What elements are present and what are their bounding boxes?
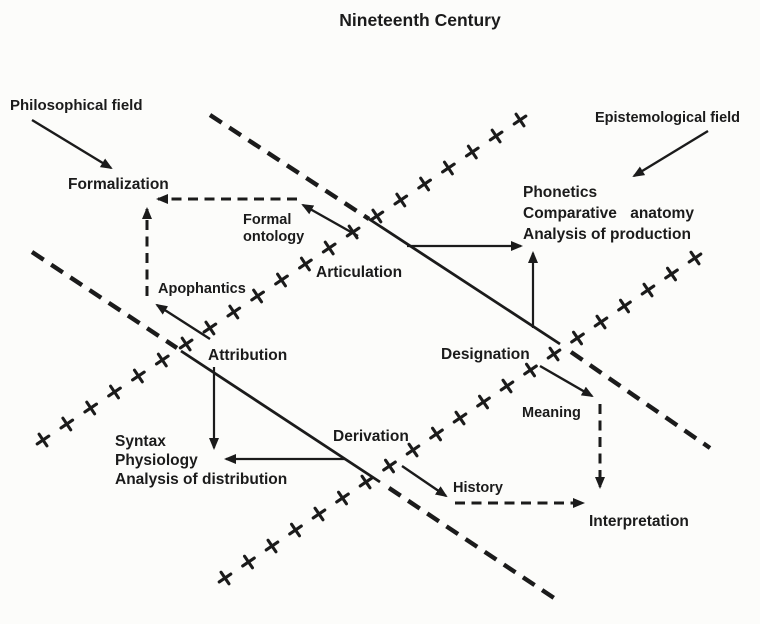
label-philosophical-sciences: Syntax Physiology Analysis of distribution [115,433,287,488]
label-epistemological-sciences: Phonetics Comparative anatomy Analysis of … [523,184,694,243]
arrow-philosophical-field [31,118,113,170]
label-meaning: Meaning [522,405,581,421]
plus-mark [417,176,432,192]
plus-mark [640,282,656,298]
plus-mark [523,362,538,378]
diagonal1-dashed-upper [208,113,371,221]
plus-mark [154,352,170,368]
label-formal-ontology: Formal ontology [243,212,304,245]
plus-mark [264,538,280,554]
plus-mark [405,442,421,458]
arrow-epistemological-field [632,129,709,178]
plus-mark [59,416,75,432]
plus-mark [250,288,265,304]
arrow-to-history [401,465,448,498]
plus-mark [274,272,289,288]
plus-mark [393,192,409,208]
diagonal1-dashed-lower [569,350,712,450]
arrow-to-meaning [539,364,594,398]
plus-mark [335,490,350,506]
plus-mark [241,554,256,570]
plus-mark [311,506,327,522]
cross-line-lower [217,250,703,586]
label-history: History [453,480,503,496]
diagonal2-dashed-lower [387,486,562,604]
plus-mark [464,144,480,160]
arrow-to-apophantics [155,303,211,341]
plus-mark [288,522,303,538]
arrow-to-formal-ontology [301,203,359,238]
plus-mark [593,314,609,330]
plus-mark [178,336,194,352]
label-attribution: Attribution [208,347,287,364]
diagonal2-solid-attribution-derivation [180,349,381,484]
label-epistemological-field: Epistemological field [595,110,740,126]
label-derivation: Derivation [333,428,409,445]
plus-mark [512,112,528,128]
plus-mark [488,128,504,144]
plus-mark [83,400,99,416]
plus-mark [382,458,397,474]
plus-mark [546,346,562,362]
cross-line-upper [35,112,528,448]
plus-mark [131,368,146,384]
label-interpretation: Interpretation [589,513,689,530]
label-articulation: Articulation [316,264,402,281]
plus-mark [441,160,456,176]
plus-mark [35,432,51,448]
plus-mark [217,570,233,586]
plus-mark [617,298,632,314]
plus-mark [429,426,444,442]
plus-mark [452,410,468,426]
label-philosophical-field: Philosophical field [10,97,143,114]
label-formalization: Formalization [68,176,169,193]
plus-mark [107,384,122,400]
plus-mark [358,474,374,490]
label-designation: Designation [441,346,530,363]
plus-mark [321,240,337,256]
plus-mark [298,256,313,272]
diagonal2-dashed-upper [30,250,179,350]
label-apophantics: Apophantics [158,281,246,297]
plus-mark [570,330,585,346]
diagonal1-solid-articulation-designation [368,217,561,346]
plus-mark [664,266,679,282]
plus-mark [476,394,491,410]
plus-mark [499,378,515,394]
plus-mark [226,304,242,320]
plus-mark [202,320,218,336]
plus-mark [687,250,703,266]
plus-mark [369,208,385,224]
diagram-title: Nineteenth Century [339,10,501,30]
